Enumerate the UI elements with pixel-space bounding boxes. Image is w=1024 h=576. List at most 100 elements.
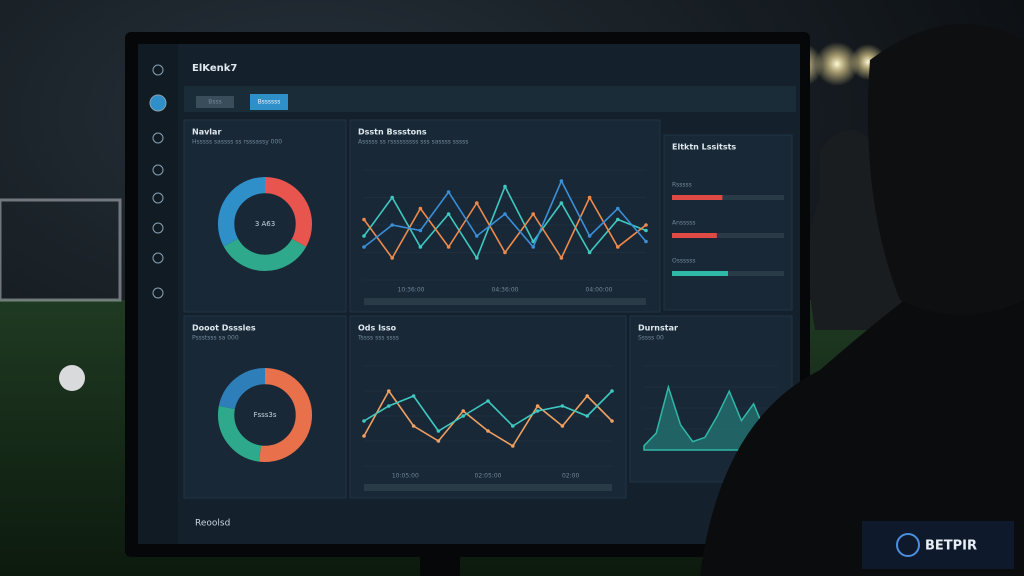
point — [644, 228, 648, 233]
point — [511, 444, 515, 448]
point — [390, 256, 395, 260]
panel — [663, 134, 793, 311]
ball — [59, 365, 85, 391]
sidebar — [138, 44, 178, 544]
point — [475, 234, 479, 238]
point — [503, 184, 507, 189]
point — [475, 201, 479, 205]
footer: Reoolsd — [195, 519, 230, 529]
point — [585, 414, 589, 418]
point — [446, 245, 451, 249]
point — [610, 419, 614, 423]
point — [559, 256, 564, 260]
panel — [349, 119, 661, 313]
point — [461, 409, 466, 413]
point — [644, 239, 648, 244]
x-tick-label: 10:05:00 — [392, 473, 419, 480]
point — [585, 394, 589, 398]
sidebar-icon — [149, 94, 167, 112]
panel-title: Dsstn Bssstons — [358, 128, 427, 137]
point — [503, 250, 507, 255]
person-head — [868, 24, 1024, 315]
button[interactable] — [250, 94, 288, 110]
sidebar-icon — [152, 64, 164, 76]
brand: Bsss — [208, 99, 222, 106]
app-title: ElKenk7 — [192, 63, 237, 74]
sidebar-icon — [152, 222, 164, 234]
point — [486, 399, 490, 403]
point — [610, 389, 614, 393]
point — [418, 206, 423, 211]
person-foreground — [700, 240, 1024, 576]
point — [362, 234, 366, 238]
point — [559, 201, 564, 205]
donut-segment — [217, 176, 313, 272]
donut-center: Fsss3s — [253, 411, 276, 419]
watermark: BETPIR — [925, 539, 977, 554]
item-label: Ossssss — [672, 258, 695, 265]
point — [446, 212, 451, 216]
panel-subtitle: Hsssss sassss ss rsssassy 000 — [192, 139, 282, 146]
sidebar-icon — [152, 287, 164, 299]
donut-center: 3 A63 — [255, 220, 275, 228]
panel-title: Durnstar — [638, 324, 678, 333]
panel-title: Navlar — [192, 128, 221, 137]
panel-subtitle: Sssss 00 — [638, 335, 664, 342]
panel-subtitle: Pssstsss sa 000 — [192, 335, 239, 342]
bar — [672, 195, 723, 200]
point — [616, 217, 620, 222]
point — [644, 223, 648, 227]
scrollbar — [364, 484, 612, 491]
point — [503, 212, 507, 216]
point — [616, 206, 620, 211]
point — [587, 195, 592, 200]
x-tick-label: 10:36:00 — [398, 287, 425, 294]
panel — [183, 119, 347, 313]
point — [535, 409, 540, 413]
donut-segment — [217, 367, 313, 463]
scrollbar — [364, 298, 646, 305]
point — [446, 190, 451, 194]
sidebar-icon — [152, 252, 164, 264]
item-label: Rsssss — [672, 182, 692, 189]
point — [362, 434, 366, 438]
watermark-box — [862, 521, 1014, 569]
point — [411, 394, 416, 398]
point — [511, 424, 515, 428]
point — [475, 256, 479, 260]
point — [411, 424, 416, 428]
point — [387, 404, 391, 408]
point — [531, 239, 535, 244]
point — [362, 419, 366, 423]
point — [387, 389, 391, 393]
point — [418, 228, 423, 233]
track — [672, 233, 784, 238]
panel — [183, 315, 347, 499]
x-tick-label: 02:05:00 — [475, 473, 502, 480]
sidebar-icon — [152, 132, 164, 144]
item-label: Ansssss — [672, 220, 696, 227]
track — [672, 195, 784, 200]
watermark-icon — [896, 533, 920, 557]
point — [587, 250, 592, 255]
point — [587, 234, 592, 238]
donut-segment — [217, 176, 313, 272]
point — [418, 245, 423, 249]
x-tick-label: 02:00 — [562, 473, 579, 480]
point — [436, 429, 441, 433]
sidebar-icon — [152, 192, 164, 204]
point — [559, 179, 564, 183]
panel-title: Dooot Dsssles — [192, 324, 256, 333]
point — [436, 439, 441, 443]
point — [531, 212, 535, 216]
bar — [672, 233, 717, 238]
point — [390, 223, 395, 227]
panel-subtitle: Tssss sss ssss — [357, 335, 399, 342]
button-label[interactable]: Bssssss — [258, 99, 281, 106]
bar — [672, 271, 728, 276]
point — [362, 245, 366, 249]
sidebar-icon — [152, 164, 164, 176]
point — [616, 245, 620, 249]
